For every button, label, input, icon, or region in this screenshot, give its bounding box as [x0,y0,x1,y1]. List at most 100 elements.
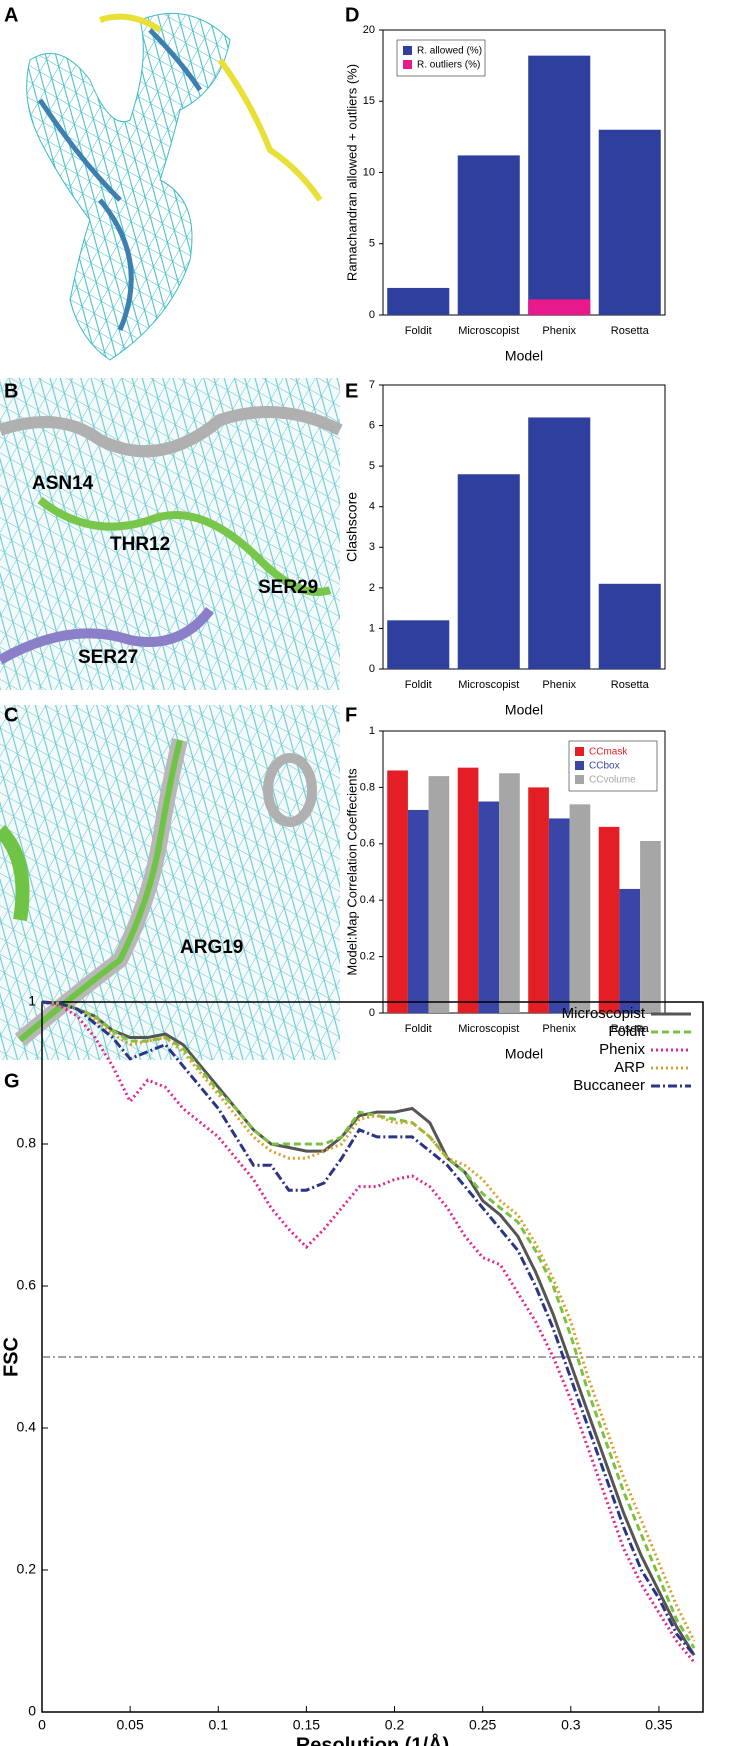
bar [478,801,500,1013]
y-tick-label: 3 [369,541,375,553]
bar [457,474,520,669]
legend-swatch [575,775,584,784]
fsc-line [41,1000,696,1649]
x-tick-label: 0.1 [209,1717,229,1733]
x-tick-label: Microscopist [458,679,519,691]
y-tick-label: 10 [363,166,375,178]
x-tick-label: 0 [38,1717,46,1733]
x-tick-label: 0.15 [293,1717,320,1733]
legend-label: CCmask [589,747,628,758]
y-tick-label: 20 [363,24,375,36]
x-tick-label: Foldit [405,679,432,691]
panel-letter: A [4,4,18,26]
plot-frame [382,384,666,670]
panel-letter: C [4,704,18,726]
y-tick-label: 0.2 [17,1561,37,1577]
residue-label: ARG19 [180,937,243,958]
panel-letter: G [4,1070,20,1092]
y-tick-label: 0.2 [360,951,375,963]
y-tick-label: 0.8 [360,781,375,793]
bar [428,776,450,1013]
y-tick-label: 0.6 [360,838,375,850]
y-tick-label: 15 [363,95,375,107]
x-tick-label: 0.2 [385,1717,405,1733]
fsc-line [41,1000,696,1656]
x-tick-label: Foldit [405,325,432,337]
legend-label: Foldit [608,1023,646,1040]
y-tick-label: 0 [369,1007,375,1019]
legend-swatch [403,60,412,69]
structure-image-a [26,12,323,361]
fsc-line [41,1000,696,1642]
x-tick-label: 0.3 [561,1717,581,1733]
x-axis-label: Model [505,1046,543,1062]
x-tick-label: Phenix [542,325,576,337]
bar [387,287,450,315]
legend-label: Phenix [599,1041,645,1058]
x-axis-label: Model [505,348,543,364]
bar [387,620,450,669]
panel-letter: F [345,704,357,726]
x-tick-label: 0.25 [469,1717,496,1733]
y-tick-label: 1 [369,725,375,737]
bar [457,767,479,1013]
bar [598,583,661,669]
legend-label: R. allowed (%) [417,46,482,57]
y-tick-label: 0.4 [17,1419,37,1435]
x-tick-label: 0.05 [117,1717,144,1733]
legend-label: Microscopist [562,1005,646,1022]
x-tick-label: Phenix [542,679,576,691]
legend-swatch [575,761,584,770]
bar [528,417,591,669]
y-tick-label: 6 [369,419,375,431]
structure-image-b [0,378,343,690]
legend-label: ARP [614,1059,645,1076]
panel-letter: D [345,4,359,26]
x-tick-label: Rosetta [611,1023,650,1035]
y-tick-label: 0 [369,663,375,675]
structure-image-c [0,705,340,1060]
y-tick-label: 2 [369,582,375,594]
y-tick-label: 1 [28,993,36,1009]
plot-frame [382,730,666,1014]
x-tick-label: Microscopist [458,1023,519,1035]
y-tick-label: 4 [369,501,375,513]
bar [457,155,520,315]
bar [528,55,591,316]
x-tick-label: Foldit [405,1023,432,1035]
y-axis-label: FSC [0,1337,22,1377]
panel-letter: E [345,380,358,402]
residue-label: THR12 [110,534,170,555]
legend-swatch [403,46,412,55]
x-axis-label: Model [505,702,543,718]
x-tick-label: Rosetta [611,325,650,337]
y-tick-label: 5 [369,238,375,250]
bar [528,787,549,1013]
y-tick-label: 0.6 [17,1277,37,1293]
legend-label: Buccaneer [573,1077,645,1094]
y-tick-label: 0 [28,1703,36,1719]
bar [598,826,620,1013]
bar [548,818,570,1013]
y-tick-label: 0.8 [17,1135,37,1151]
legend-swatch [575,747,584,756]
x-tick-label: 0.35 [645,1717,672,1733]
y-tick-label: 0 [369,309,375,321]
x-tick-label: Microscopist [458,325,519,337]
y-axis-label: Ramachandran allowed + outliers (%) [344,64,359,281]
panel-letter: B [4,380,18,402]
y-tick-label: 0.4 [360,894,375,906]
y-axis-label: Clashscore [344,492,360,562]
x-tick-label: Phenix [542,1023,576,1035]
fsc-line [41,1000,696,1657]
bar [619,888,641,1013]
x-axis-label: Resolution (1/Å) [296,1732,449,1746]
bar [598,129,661,315]
y-tick-label: 7 [369,379,375,391]
bar [499,773,520,1013]
legend-label: CCbox [589,761,620,772]
residue-label: SER29 [258,577,318,598]
residue-label: ASN14 [32,473,94,494]
legend-label: CCvolume [589,775,636,786]
